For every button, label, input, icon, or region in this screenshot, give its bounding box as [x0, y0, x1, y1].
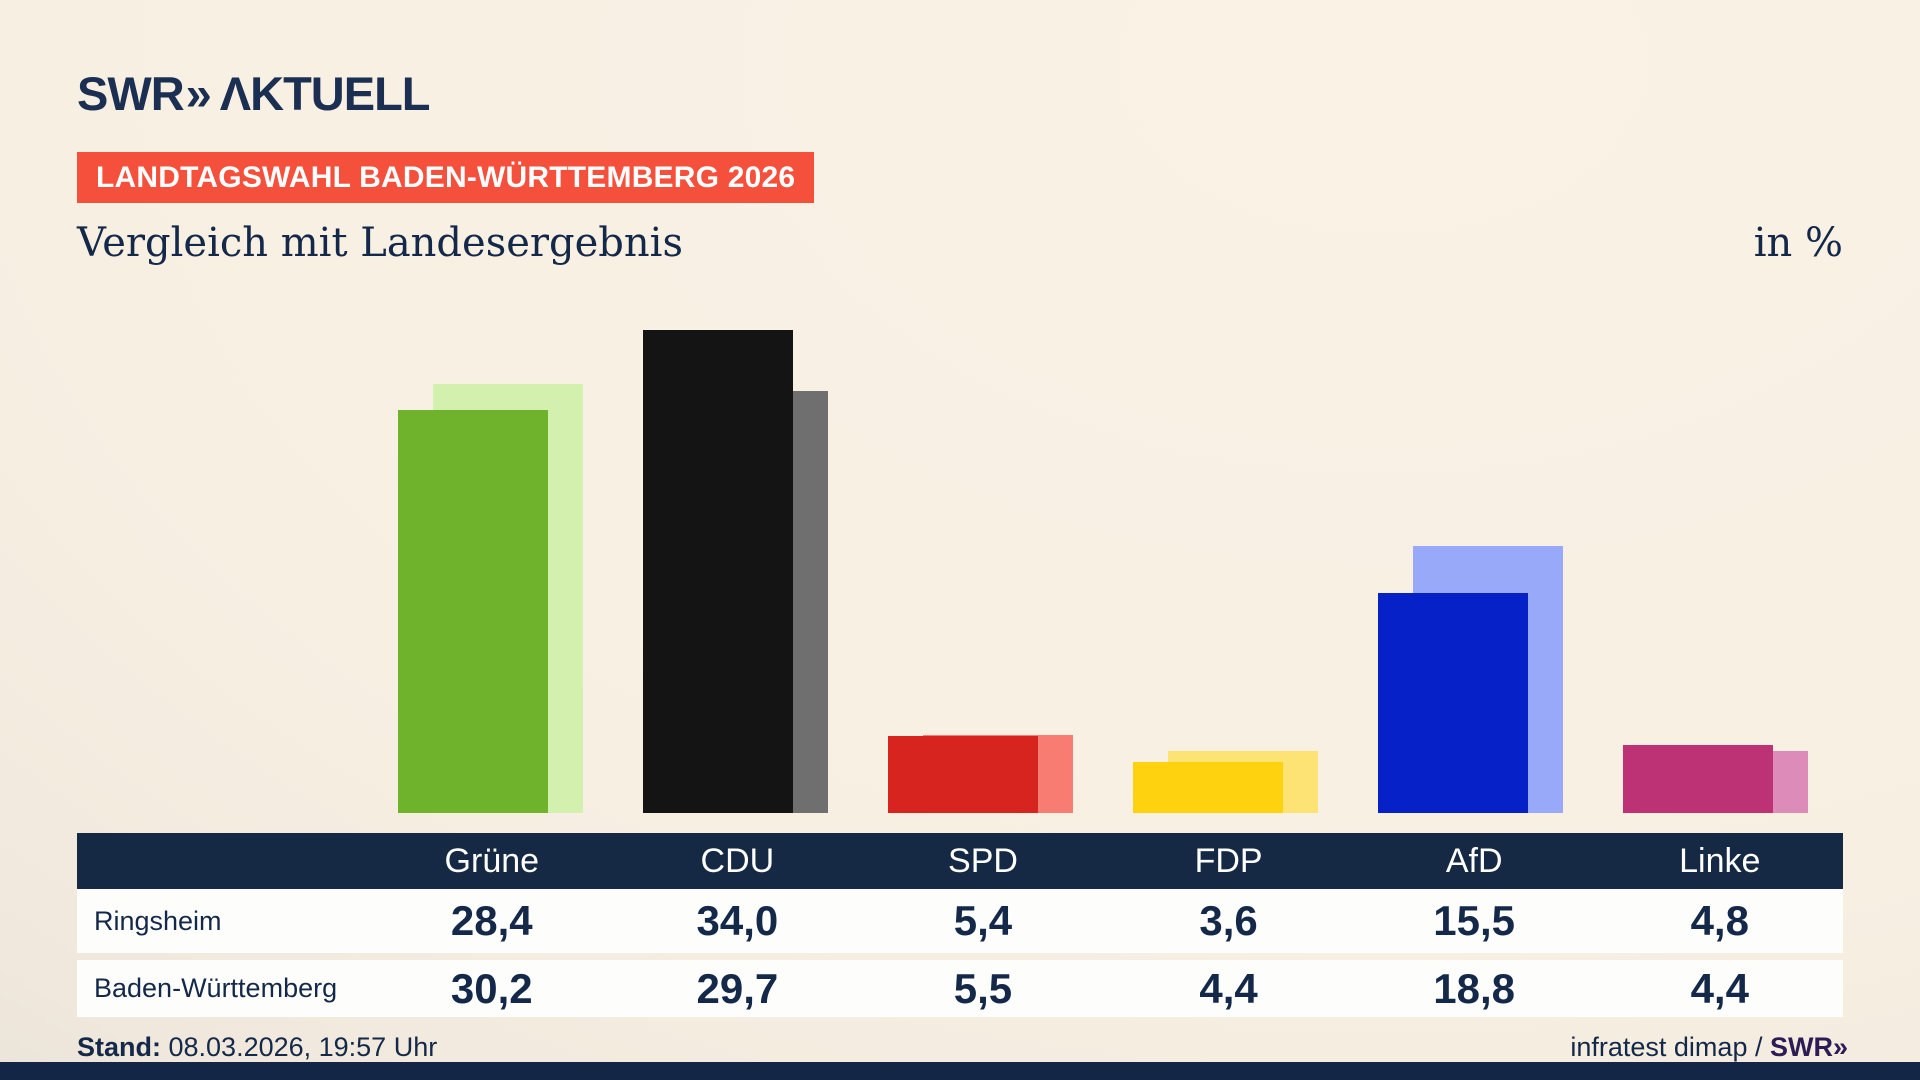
election-badge: LANDTAGSWAHL BADEN-WÜRTTEMBERG 2026 — [77, 152, 815, 203]
bar-afd-ringsheim — [1378, 592, 1528, 813]
chart-title: Vergleich mit Landesergebnis — [77, 220, 683, 266]
swr-aktuell-logo: SWR» ΛKTUELL — [77, 66, 431, 121]
source-text: infratest dimap / — [1570, 1032, 1770, 1062]
bar-spd-ringsheim — [888, 736, 1038, 813]
value-baden-wuerttemberg-afd: 18,8 — [1433, 964, 1516, 1012]
bar-fdp-ringsheim — [1133, 761, 1283, 813]
value-baden-wuerttemberg-fdp: 4,4 — [1199, 964, 1258, 1012]
source-attribution: infratest dimap / SWR» — [1570, 1032, 1848, 1063]
bar-gruene-ringsheim — [398, 409, 548, 813]
bar-linke-ringsheim — [1623, 744, 1773, 813]
column-header-fdp: FDP — [1194, 841, 1263, 880]
column-header-gruene: Grüne — [444, 841, 540, 880]
bottom-navy-bar — [0, 1062, 1920, 1080]
timestamp: Stand: 08.03.2026, 19:57 Uhr — [77, 1032, 437, 1063]
column-header-afd: AfD — [1445, 841, 1503, 880]
source-brand-chevrons-icon: » — [1832, 1032, 1848, 1062]
value-ringsheim-linke: 4,8 — [1690, 897, 1749, 944]
value-ringsheim-gruene: 28,4 — [450, 897, 533, 944]
value-baden-wuerttemberg-cdu: 29,7 — [696, 964, 779, 1012]
timestamp-label: Stand: — [77, 1032, 161, 1062]
value-ringsheim-afd: 15,5 — [1433, 897, 1516, 944]
table-row-ringsheim: Ringsheim 28,4 34,0 5,4 3,6 15,5 4,8 — [77, 889, 1843, 953]
column-header-linke: Linke — [1679, 841, 1761, 880]
source-brand-text: SWR — [1769, 1032, 1833, 1062]
timestamp-value: 08.03.2026, 19:57 Uhr — [161, 1032, 438, 1062]
value-baden-wuerttemberg-spd: 5,5 — [953, 964, 1013, 1012]
source-brand-logo: SWR» — [1769, 1032, 1848, 1062]
row-label-ringsheim: Ringsheim — [94, 905, 222, 936]
column-header-spd: SPD — [948, 841, 1018, 880]
value-baden-wuerttemberg-linke: 4,4 — [1690, 964, 1749, 1012]
logo-swr-text: SWR — [77, 67, 185, 120]
value-ringsheim-spd: 5,4 — [953, 897, 1013, 944]
table-row-baden-wuerttemberg: Baden-Württemberg 30,2 29,7 5,5 4,4 18,8 4,4 — [77, 960, 1843, 1017]
table-header-row: Grüne CDU SPD FDP AfD Linke — [77, 833, 1843, 889]
row-label-baden-wuerttemberg: Baden-Württemberg — [94, 973, 338, 1003]
unit-label: in % — [1753, 220, 1843, 266]
value-ringsheim-fdp: 3,6 — [1199, 897, 1258, 944]
logo-aktuell-text: ΛKTUELL — [219, 67, 431, 120]
value-ringsheim-cdu: 34,0 — [696, 897, 779, 944]
bar-cdu-ringsheim — [643, 330, 793, 813]
value-baden-wuerttemberg-gruene: 30,2 — [450, 964, 533, 1012]
column-header-cdu: CDU — [700, 841, 775, 880]
